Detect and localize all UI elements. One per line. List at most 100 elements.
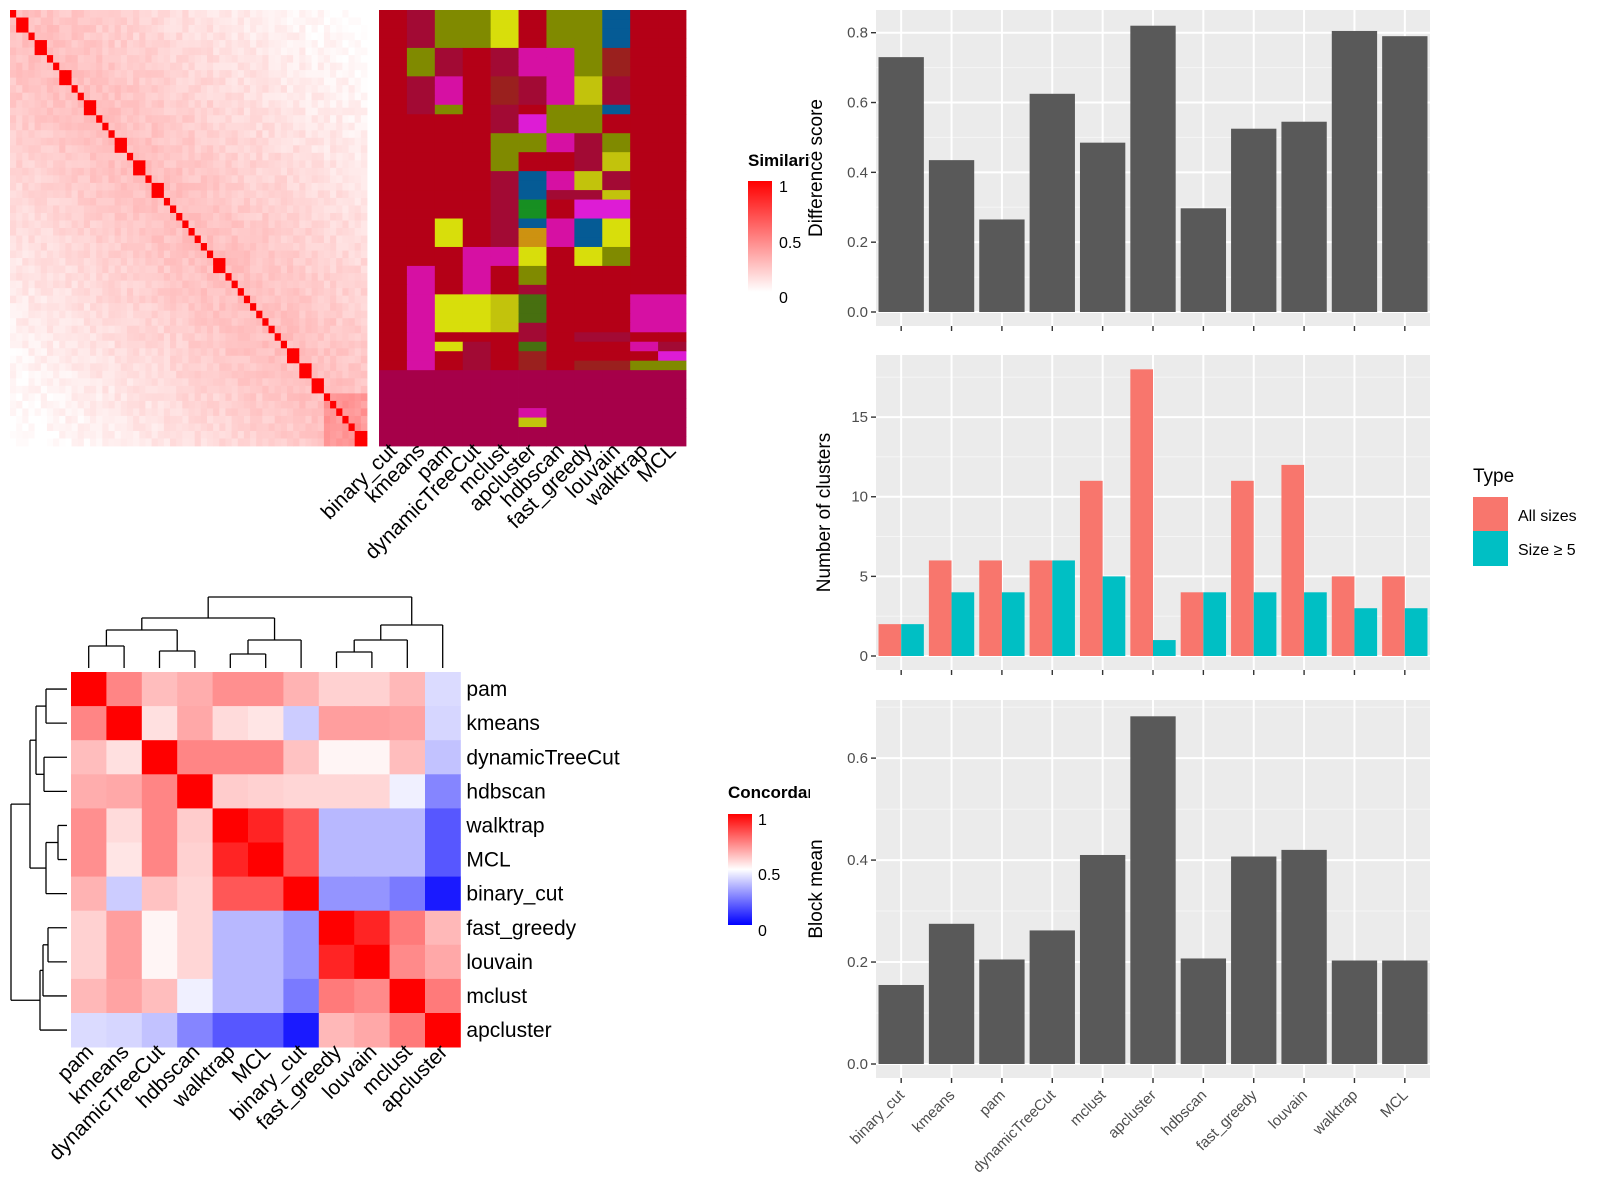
similarity-cell [133,25,140,33]
similarity-cell [157,32,165,41]
similarity-cell [34,228,42,236]
similarity-cell [323,393,331,402]
similarity-cell [286,438,294,447]
similarity-cell [200,77,208,86]
similarity-cell [348,145,356,154]
similarity-cell [65,85,72,94]
similarity-cell [250,400,257,409]
similarity-cell [237,77,245,86]
similarity-cell [151,115,159,124]
similarity-cell [114,32,122,41]
similarity-cell [311,25,319,33]
similarity-cell [65,190,72,199]
similarity-cell [330,333,337,342]
similarity-cell [231,205,239,214]
similarity-cell [108,212,116,221]
similarity-cell [311,17,319,26]
similarity-cell [274,408,282,417]
similarity-cell [250,212,257,221]
membership-cell [406,351,436,362]
similarity-cell [286,370,294,379]
similarity-cell [90,295,97,304]
similarity-cell [360,190,368,199]
similarity-cell [237,325,245,334]
membership-cell [574,133,603,144]
similarity-cell [22,115,29,124]
membership-cell [434,228,464,238]
similarity-cell [46,363,54,372]
membership-cell [406,133,436,144]
similarity-cell [126,167,134,176]
similarity-cell [274,130,282,139]
similarity-cell [46,423,54,432]
membership-cell [462,133,492,144]
similarity-cell [59,385,66,394]
similarity-cell [16,370,23,379]
concordance-cell [106,740,143,775]
membership-cell [630,28,659,39]
similarity-cell [126,430,134,439]
similarity-cell [53,355,60,364]
similarity-cell [305,107,313,116]
similarity-cell [139,130,146,139]
similarity-cell [330,430,337,439]
similarity-cell [330,400,337,409]
similarity-cell [40,152,48,161]
similarity-cell [194,310,202,319]
similarity-cell [176,77,183,86]
similarity-cell [274,17,282,26]
similarity-cell [126,182,134,191]
similarity-cell [323,17,331,26]
similarity-cell [34,220,42,229]
membership-cell [379,66,408,77]
similarity-cell [53,55,60,64]
similarity-cell [305,340,313,349]
similarity-cell [342,363,349,372]
bar-size-ge-5 [1052,560,1075,656]
similarity-cell [194,107,202,116]
similarity-cell [299,438,306,447]
similarity-cell [10,310,17,319]
similarity-cell [317,70,325,79]
similarity-cell [311,85,319,94]
membership-cell [406,379,436,390]
membership-cell [406,142,436,153]
similarity-cell [145,32,152,41]
similarity-cell [305,197,313,206]
similarity-cell [299,55,306,64]
similarity-cell [305,212,313,221]
similarity-cell [188,85,196,94]
membership-cell [379,123,408,134]
similarity-cell [163,77,171,86]
y-tick-label: 0.2 [847,234,868,251]
similarity-cell [182,85,189,94]
similarity-cell [299,205,306,214]
similarity-cell [108,310,116,319]
similarity-cell [16,175,23,184]
similarity-cell [77,205,85,214]
similarity-cell [213,228,220,236]
similarity-cell [213,25,220,33]
similarity-cell [176,85,183,94]
similarity-cell [194,370,202,379]
similarity-cell [28,92,36,101]
similarity-cell [348,370,356,379]
concordance-cell [425,978,461,1014]
similarity-cell [354,175,362,184]
similarity-cell [77,70,85,79]
similarity-cell [293,295,300,304]
bar-size-ge-5 [1102,576,1126,656]
similarity-cell [213,130,220,139]
similarity-cell [114,340,122,349]
bar [1382,960,1428,1064]
membership-cell [574,417,603,428]
similarity-cell [102,10,109,18]
similarity-cell [317,182,325,191]
similarity-cell [145,355,152,364]
similarity-cell [299,62,306,71]
similarity-cell [323,115,331,124]
similarity-cell [268,303,276,312]
similarity-cell [342,273,349,282]
concordance-cell [212,706,249,741]
similarity-cell [46,303,54,312]
